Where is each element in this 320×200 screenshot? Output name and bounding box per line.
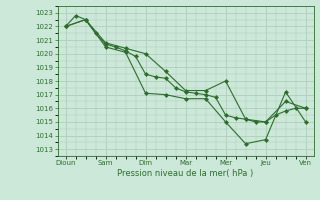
X-axis label: Pression niveau de la mer( hPa ): Pression niveau de la mer( hPa ) bbox=[117, 169, 254, 178]
